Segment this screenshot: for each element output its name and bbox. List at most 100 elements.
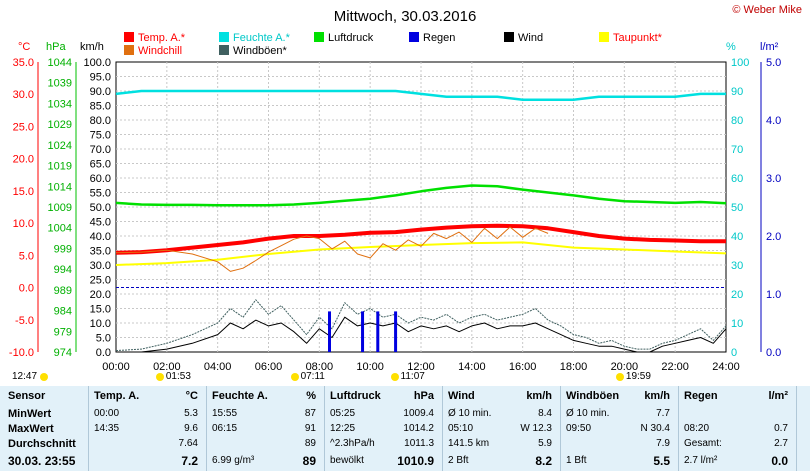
current-timestamp: 30.03. 23:55 — [8, 454, 76, 468]
temp-tick-label: 30.0 — [13, 89, 34, 101]
table-cell-value: 5.3 — [184, 408, 198, 419]
legend-label-wind: Wind — [518, 32, 543, 44]
sun-icon — [155, 372, 164, 381]
table-cell-left: 05:10 — [448, 423, 474, 434]
current-left: 2 Bft — [448, 455, 469, 466]
temp-tick-label: 35.0 — [13, 57, 34, 69]
current-value: 8.2 — [535, 454, 552, 468]
series-line-feuchte — [115, 89, 726, 101]
table-cell-left: ^2.3hPa/h — [330, 438, 375, 449]
pct-tick-label: 90 — [731, 86, 743, 98]
temp-tick-label: 10.0 — [13, 218, 34, 230]
rain-tick-label: 3.0 — [766, 173, 781, 185]
table-column-temp: Temp. A. °C 00:00 5.3 14:35 9.6 7.64 7.2 — [88, 386, 207, 471]
table-header: Luftdruck — [330, 390, 381, 402]
kmh-tick-label: 70.0 — [90, 144, 111, 156]
sun-marker: 01:53 — [155, 371, 191, 382]
temp-tick-label: -5.0 — [15, 315, 34, 327]
table-cell-value: 5.9 — [538, 438, 552, 449]
kmh-tick-label: 40.0 — [90, 231, 111, 243]
rain-bar — [361, 311, 365, 352]
sun-marker: 11:07 — [390, 371, 425, 382]
kmh-tick-label: 65.0 — [90, 159, 111, 171]
legend-label-windboeen: Windböen* — [233, 45, 288, 57]
sun-icon — [615, 372, 624, 381]
legend-swatch-regen — [409, 32, 419, 42]
weather-chart: Mittwoch, 30.03.2016 Temp. A.* Feuchte A.… — [9, 8, 781, 373]
x-tick-label: 18:00 — [560, 361, 588, 373]
table-header: Feuchte A. — [212, 390, 268, 402]
rain-tick-label: 1.0 — [766, 289, 781, 301]
hpa-tick-label: 1019 — [48, 161, 72, 173]
rain-tick-label: 5.0 — [766, 57, 781, 69]
legend-label-feuchte: Feuchte A.* — [233, 32, 291, 44]
kmh-unit: km/h — [80, 41, 104, 53]
table-cell-left: 00:00 — [94, 408, 120, 419]
table-column-feuchte: Feuchte A.% 15:55 87 06:15 91 89 6.99 g/m³ 89 — [206, 386, 325, 471]
hpa-unit: hPa — [46, 41, 66, 53]
table-cell-value: 1011.3 — [404, 438, 434, 449]
current-value: 89 — [302, 454, 316, 468]
hpa-tick-label: 1029 — [48, 119, 72, 131]
temp-tick-label: 5.0 — [19, 250, 34, 262]
x-tick-label: 04:00 — [204, 361, 232, 373]
row-label: MinWert — [8, 408, 52, 420]
hpa-tick-label: 984 — [54, 306, 72, 318]
kmh-tick-label: 20.0 — [90, 289, 111, 301]
summary-table: Sensor MinWert MaxWert Durchschnitt 30.03. 2… — [0, 386, 810, 471]
table-cell-value: 1009.4 — [403, 408, 434, 419]
hpa-tick-label: 1004 — [48, 223, 72, 235]
current-value: 5.5 — [653, 454, 670, 468]
table-unit: hPa — [413, 390, 434, 402]
temp-tick-label: 25.0 — [13, 121, 34, 133]
pct-tick-label: 10 — [731, 318, 743, 330]
table-cell-value: 2.7 — [774, 438, 788, 449]
table-column-regen: Regen l/m² 08:20 0.7 Gesamt: 2.7 2.7 l/m² 0.0 — [678, 386, 797, 471]
axes: 35.0 30.0 25.0 20.0 15.0 10.0 5.0 0.0 -5.0 -10.0 1… — [9, 57, 781, 373]
table-column-sensor: Sensor MinWert MaxWert Durchschnitt 30.03. 2… — [0, 386, 89, 471]
kmh-tick-label: 60.0 — [90, 173, 111, 185]
current-left: bewölkt — [330, 455, 364, 466]
current-value: 0.0 — [771, 454, 788, 468]
table-unit: km/h — [644, 390, 670, 402]
table-cell-value: 8.4 — [538, 408, 552, 419]
row-label: Durchschnitt — [8, 438, 76, 450]
current-value: 7.2 — [181, 454, 198, 468]
table-header: Windböen — [566, 390, 620, 402]
copyright-text: © Weber Mike — [732, 4, 802, 16]
hpa-tick-label: 1024 — [48, 140, 72, 152]
table-column-wind: Wind km/h Ø 10 min. 8.4 05:10 W 12.3 141.5 km 5… — [442, 386, 561, 471]
table-cell-left: 08:20 — [684, 423, 710, 434]
legend-swatch-feuchte — [219, 32, 229, 42]
hpa-tick-label: 974 — [54, 347, 72, 359]
hpa-tick-label: 1014 — [48, 181, 72, 193]
pct-tick-label: 40 — [731, 231, 743, 243]
hpa-tick-label: 999 — [54, 243, 72, 255]
legend: Temp. A.* Feuchte A.* Luftdruck Regen Wind Ta… — [124, 32, 663, 57]
x-tick-label: 16:00 — [509, 361, 537, 373]
table-unit: l/m² — [768, 390, 788, 402]
table-header: Sensor — [8, 390, 46, 402]
series-line-windboeen — [115, 299, 727, 352]
table-header: Temp. A. — [94, 390, 140, 402]
kmh-tick-label: 30.0 — [90, 260, 111, 272]
current-left: 1 Bft — [566, 455, 587, 466]
table-header: Wind — [448, 390, 475, 402]
sun-marker: 07:11 — [290, 371, 325, 382]
table-cell-left: Ø 10 min. — [566, 408, 610, 419]
x-tick-label: 10:00 — [356, 361, 384, 373]
kmh-tick-label: 10.0 — [90, 318, 111, 330]
x-tick-label: 20:00 — [611, 361, 639, 373]
pct-tick-label: 30 — [731, 260, 743, 272]
pct-tick-label: 100 — [731, 57, 749, 69]
legend-swatch-temp — [124, 32, 134, 42]
table-unit: % — [306, 390, 316, 402]
table-column-boeen: Windböen km/h Ø 10 min. 7.7 09:50 N 30.4 7.9 1 … — [560, 386, 679, 471]
table-cell-value: 91 — [304, 423, 316, 434]
kmh-tick-label: 35.0 — [90, 246, 111, 258]
temp-tick-label: 20.0 — [13, 154, 34, 166]
pct-tick-label: 20 — [731, 289, 743, 301]
kmh-tick-label: 95.0 — [90, 72, 111, 84]
series-line-wind — [116, 316, 727, 353]
legend-label-regen: Regen — [423, 32, 455, 44]
